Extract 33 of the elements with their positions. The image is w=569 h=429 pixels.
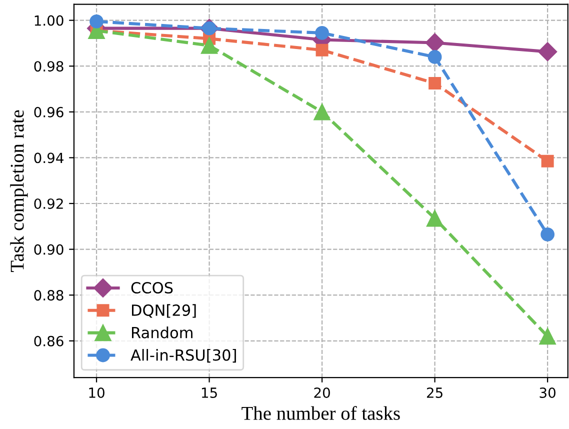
y-tick-label: 0.88 [34, 290, 64, 301]
y-tick-label: 0.94 [34, 152, 64, 164]
point [426, 210, 444, 227]
y-tick-label: 0.86 [34, 336, 64, 346]
y-tick-label: 0.98 [34, 61, 64, 72]
point [425, 33, 444, 52]
point [200, 37, 218, 54]
x-tick-label: 30 [540, 387, 556, 398]
y-tick-label: 0.90 [34, 244, 64, 255]
point [90, 14, 104, 28]
x-tick-label: 10 [89, 387, 104, 398]
y-tick-label: 0.92 [34, 198, 63, 209]
y-axis-title: Task completion rate [10, 110, 28, 272]
y-tick-label: 0.96 [34, 106, 64, 118]
legend-label: DQN[29] [132, 304, 196, 318]
point [314, 104, 330, 120]
legend-label: CCOS [131, 282, 173, 294]
point [202, 21, 216, 36]
x-tick-label: 25 [426, 387, 442, 398]
point [428, 50, 442, 64]
x-axis-title: The number of tasks [242, 406, 400, 420]
point [540, 227, 555, 242]
point [538, 42, 558, 62]
x-tick-label: 20 [314, 387, 330, 398]
point [315, 26, 329, 40]
point [541, 154, 554, 168]
x-tick-label: 15 [202, 388, 217, 398]
y-tick-label: 1.00 [34, 15, 64, 26]
legend-label: Random [132, 326, 192, 338]
point [428, 77, 442, 90]
point [316, 44, 328, 56]
legend-label: All-in-RSU[30] [130, 348, 236, 363]
point [539, 328, 556, 345]
